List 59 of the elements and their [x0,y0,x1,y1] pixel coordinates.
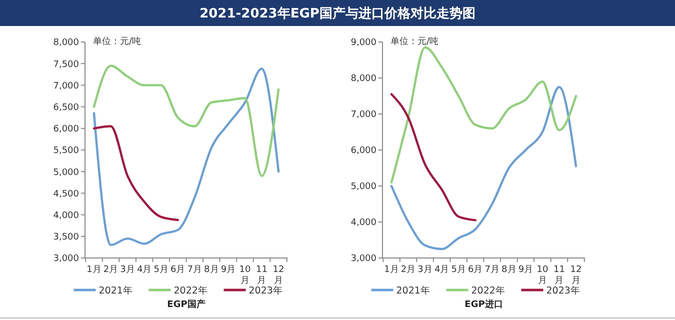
annotation: 单位：元/吨 [93,36,142,47]
x-tick-label: 11月 [554,265,565,286]
legend-label: 2023年 [248,284,283,296]
x-tick-label: 7月 [484,265,500,275]
line-series [92,64,280,178]
y-tick-label: 7,000 [350,110,377,120]
x-tick-label: 5月 [451,265,466,275]
line-series [92,125,179,222]
x-tick-label: 5月 [154,265,168,275]
y-tick-label: 9,000 [350,38,377,48]
y-tick-label: 6,500 [53,102,80,113]
y-tick-label: 4,500 [53,189,80,200]
x-tick-label: 11月 [256,265,268,286]
annotation: 单位：元/吨 [390,36,439,47]
x-tick-label: 6月 [468,265,483,275]
y-tick-label: 8,000 [53,38,80,48]
y-tick-label: 8,000 [350,74,377,84]
x-tick-label: 10月 [239,265,251,286]
line-series [390,93,476,222]
x-tick-label: 8月 [204,265,219,275]
y-tick-label: 4,000 [350,218,377,228]
x-tick-label: 9月 [220,265,236,275]
y-tick-label: 5,000 [53,168,80,178]
y-tick-label: 4,000 [53,210,80,221]
legend-label: 2022年 [174,284,208,296]
x-tick-label: 1月 [384,265,399,275]
legend-label: 2021年 [396,284,430,296]
legend-label: 2021年 [98,284,133,296]
line-series [92,68,280,246]
line-series [390,86,578,250]
line-series [390,46,578,184]
x-tick-label: 3月 [418,265,432,275]
y-tick-label: 6,000 [53,124,80,135]
x-tick-label: 10月 [536,265,548,286]
x-tick-label: 1月 [86,265,102,275]
y-tick-label: 7,000 [53,81,80,92]
y-tick-label: 3,000 [53,254,80,264]
x-tick-label: 4月 [136,265,152,275]
x-tick-label: 4月 [434,265,450,275]
legend-label: 2022年 [471,284,506,296]
x-tick-label: 7月 [187,265,202,275]
x-axis-title: EGP国产 [167,299,206,310]
x-tick-label: 3月 [120,265,135,275]
x-axis-title: EGP进口 [464,299,503,310]
x-tick-label: 8月 [502,265,516,275]
x-tick-label: 2月 [103,265,118,275]
y-tick-label: 7,500 [53,60,80,70]
text: 2021-2023年EGP国产与进口价格对比走势图 [200,6,476,22]
x-tick-label: 6月 [170,265,186,275]
x-tick-label: 9月 [518,265,534,275]
y-tick-label: 3,000 [350,254,377,264]
y-tick-label: 3,500 [53,232,80,243]
x-tick-label: 12月 [570,265,582,286]
x-tick-label: 12月 [272,265,284,286]
x-tick-label: 2月 [400,265,416,275]
y-tick-label: 6,000 [350,146,377,156]
y-tick-label: 5,000 [350,182,377,192]
y-tick-label: 5,500 [53,146,80,156]
legend-label: 2023年 [546,284,580,296]
